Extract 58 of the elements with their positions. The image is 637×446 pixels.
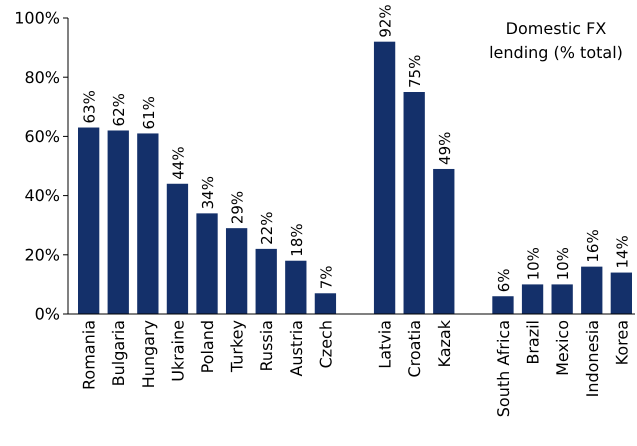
data-label: 29% <box>228 190 247 224</box>
bar <box>314 293 336 314</box>
bar <box>226 228 248 314</box>
data-label: 10% <box>554 247 572 280</box>
bar <box>404 92 425 314</box>
data-label: 49% <box>436 132 454 165</box>
bar <box>610 272 632 314</box>
bar <box>374 42 396 314</box>
bar <box>285 260 306 314</box>
bar <box>581 266 602 314</box>
data-label: 62% <box>110 93 128 126</box>
data-label: 6% <box>494 268 513 292</box>
y-tick-label: 60% <box>24 127 60 146</box>
x-tick-label: Kazak <box>434 319 454 368</box>
bar <box>78 128 100 314</box>
x-tick-label: Bulgaria <box>109 320 128 386</box>
x-tick-label: Russia <box>257 320 276 372</box>
y-tick-label: 40% <box>24 186 60 206</box>
y-tick-label: 20% <box>24 245 60 264</box>
x-tick-label: Czech <box>316 320 336 368</box>
bar <box>552 284 573 314</box>
x-tick-label: Latvia <box>376 320 395 369</box>
x-tick-label: Brazil <box>524 320 543 365</box>
x-tick-label: Austria <box>286 320 306 377</box>
x-tick-label: Turkey <box>228 320 247 374</box>
bar <box>256 248 277 314</box>
x-tick-label: Hungary <box>138 320 158 388</box>
x-tick-label: Croatia <box>405 320 424 378</box>
data-label: 34% <box>199 176 218 210</box>
bar <box>196 213 218 314</box>
x-tick-label: Romania <box>80 320 99 390</box>
y-tick-label: 0% <box>34 304 60 324</box>
bar <box>166 184 188 314</box>
x-tick-label: Poland <box>198 320 218 374</box>
data-label: 92% <box>376 4 395 38</box>
data-label: 22% <box>258 212 276 245</box>
bar <box>433 168 454 314</box>
x-tick-label: Korea <box>612 320 632 366</box>
bar <box>492 296 514 314</box>
annotation: Domestic FX lending (% total) <box>489 19 623 62</box>
data-label: 44% <box>169 146 188 180</box>
data-label: 10% <box>524 247 543 280</box>
data-label: 14% <box>613 235 632 269</box>
y-tick-label: 100% <box>14 8 60 28</box>
y-tick-label: 80% <box>24 68 60 87</box>
data-label: 75% <box>406 54 424 88</box>
data-label: 7% <box>317 265 336 290</box>
bar <box>137 133 158 314</box>
data-label: 16% <box>584 229 602 263</box>
bar <box>108 130 129 314</box>
x-tick-label: Mexico <box>553 320 572 376</box>
data-label: 18% <box>288 223 306 257</box>
data-label: 61% <box>140 96 158 130</box>
x-tick-label: South Africa <box>494 320 513 418</box>
x-tick-label: Ukraine <box>168 320 188 382</box>
data-label: 63% <box>80 90 99 124</box>
bar <box>522 284 544 314</box>
x-tick-label: Indonesia <box>582 320 602 398</box>
